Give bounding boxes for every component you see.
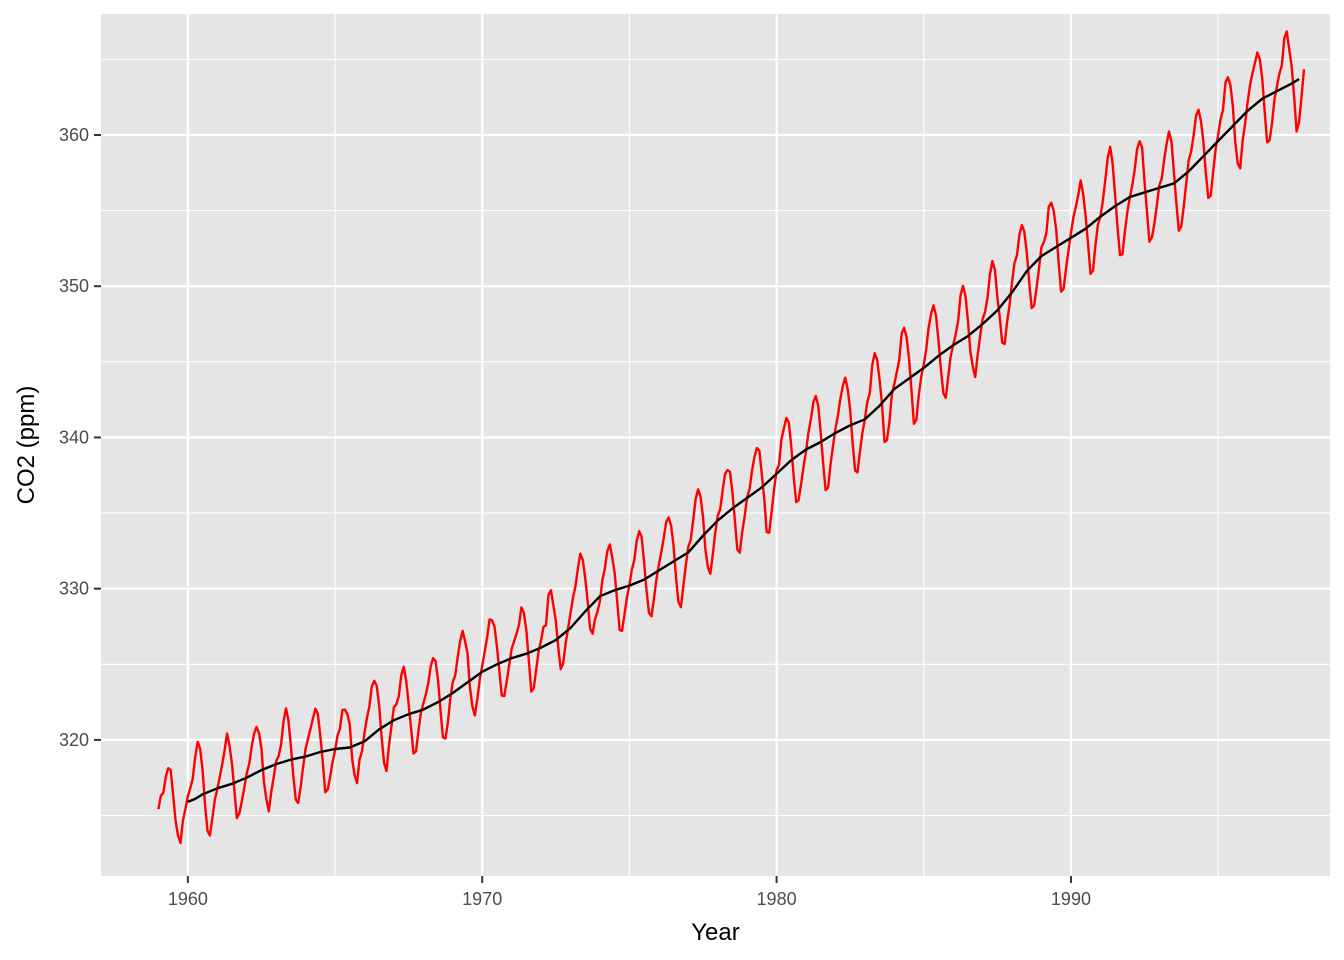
x-tick-label: 1960 <box>168 889 208 909</box>
y-tick-label: 360 <box>59 125 89 145</box>
minor-grid <box>101 14 1330 876</box>
y-tick-label: 340 <box>59 427 89 447</box>
y-axis-title: CO2 (ppm) <box>13 386 40 505</box>
x-axis: 1960 1970 1980 1990 <box>168 876 1091 909</box>
monthly-co2-series-line <box>157 30 1306 845</box>
major-grid <box>101 14 1330 876</box>
y-axis: 320 330 340 350 360 <box>59 125 101 750</box>
plot-panel <box>101 14 1330 876</box>
x-axis-title: Year <box>691 919 740 946</box>
y-tick-label: 350 <box>59 276 89 296</box>
x-tick-label: 1990 <box>1051 889 1091 909</box>
x-tick-label: 1970 <box>462 889 502 909</box>
y-tick-label: 320 <box>59 730 89 750</box>
y-tick-label: 330 <box>59 579 89 599</box>
x-tick-label: 1980 <box>757 889 797 909</box>
trend-series-line <box>187 77 1300 804</box>
